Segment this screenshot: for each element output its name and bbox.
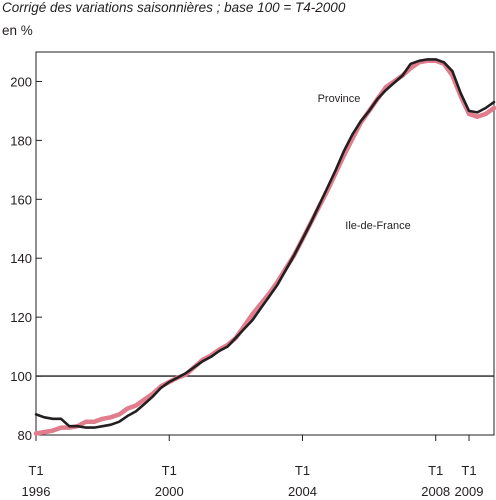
x-tick-label-year: 2009 [455, 484, 484, 499]
x-tick-label-quarter: T1 [162, 463, 177, 478]
plot-frame [35, 51, 495, 436]
series-line-ile-de-france [34, 58, 496, 429]
series-line-province [33, 58, 496, 436]
y-tick-label: 80 [18, 428, 32, 443]
y-tick-label: 180 [10, 133, 32, 148]
x-tick-label-year: 2000 [155, 484, 184, 499]
y-axis-unit-label: en % [2, 23, 33, 38]
x-tick-label-quarter: T1 [28, 463, 43, 478]
y-tick-label: 160 [10, 192, 32, 207]
y-tick-label: 200 [10, 74, 32, 89]
y-tick-label: 100 [10, 369, 32, 384]
x-tick-label-quarter: T1 [461, 463, 476, 478]
x-tick-label-year: 1996 [22, 484, 51, 499]
x-tick-label-year: 2004 [288, 484, 317, 499]
series-label: Ile-de-France [345, 220, 410, 232]
y-tick-label: 140 [10, 251, 32, 266]
x-tick-label-year: 2008 [421, 484, 450, 499]
y-tick-label: 120 [10, 310, 32, 325]
series-label-background [313, 90, 365, 105]
series-label-background [338, 217, 418, 232]
x-tick-label-quarter: T1 [428, 463, 443, 478]
series-label: Province [318, 93, 361, 105]
x-tick-label-quarter: T1 [295, 463, 310, 478]
chart-subtitle: Corrigé des variations saisonnières ; ba… [2, 0, 346, 15]
